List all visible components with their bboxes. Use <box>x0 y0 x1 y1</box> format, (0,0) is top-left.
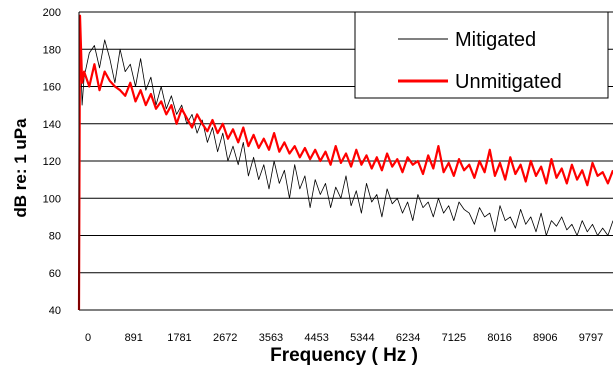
y-tick-label: 160 <box>43 82 61 94</box>
x-tick-label: 8906 <box>533 332 557 344</box>
y-axis-title: dB re: 1 uPa <box>11 118 30 218</box>
y-tick-label: 100 <box>43 193 61 205</box>
x-tick-label: 4453 <box>304 332 328 344</box>
series-line-unmitigated <box>77 14 613 311</box>
y-tick-label: 120 <box>43 156 61 168</box>
legend-box <box>354 11 609 99</box>
gridlines <box>79 11 613 311</box>
x-tick-labels: 0 891 1781 2672 3563 4453 5344 6234 7125 8016 8906… <box>85 332 603 344</box>
y-tick-label: 60 <box>49 268 61 280</box>
y-tick-label: 80 <box>49 231 61 243</box>
x-axis-title: Frequency ( Hz ) <box>270 345 418 366</box>
legend-label-unmitigated: Unmitigated <box>455 71 562 93</box>
x-tick-label: 7125 <box>442 332 466 344</box>
x-tick-label: 6234 <box>396 332 420 344</box>
y-tick-label: 200 <box>43 7 61 19</box>
x-tick-label: 3563 <box>259 332 283 344</box>
x-tick-label: 8016 <box>487 332 511 344</box>
y-tick-labels: 40 60 80 100 120 140 160 180 200 <box>43 7 61 317</box>
x-tick-label: 1781 <box>167 332 191 344</box>
y-tick-label: 180 <box>43 44 61 56</box>
x-tick-label: 891 <box>125 332 143 344</box>
legend-label-mitigated: Mitigated <box>455 29 536 51</box>
legend: Mitigated Unmitigated <box>354 11 609 99</box>
x-tick-label: 5344 <box>350 332 374 344</box>
y-tick-label: 140 <box>43 119 61 131</box>
x-tick-label: 0 <box>85 332 91 344</box>
series-lines <box>77 14 613 311</box>
x-tick-label: 2672 <box>213 332 237 344</box>
series-line-mitigated <box>78 30 613 311</box>
y-tick-label: 40 <box>49 305 61 317</box>
x-tick-label: 9797 <box>579 332 603 344</box>
